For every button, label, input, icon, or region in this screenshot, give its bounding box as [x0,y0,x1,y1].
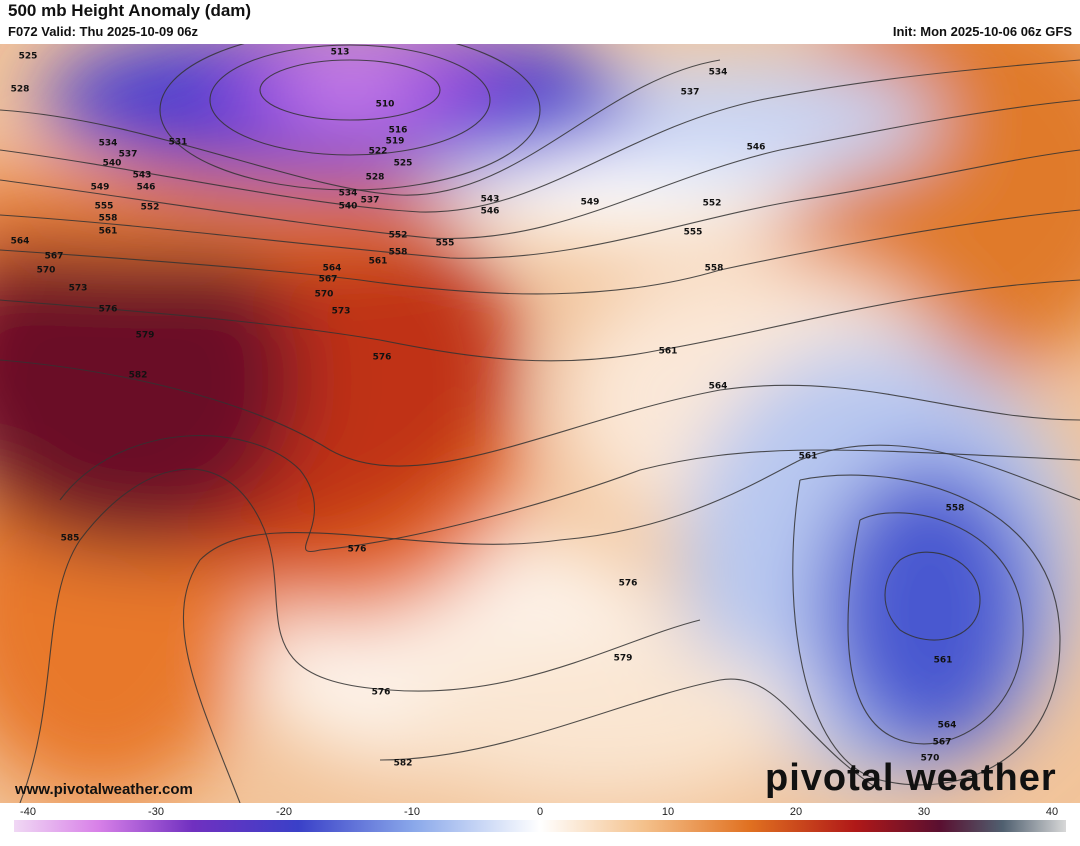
contour-label: 555 [684,228,703,238]
contour-label: 576 [619,579,638,589]
contour-label: 561 [934,656,953,666]
contour-label: 531 [169,138,188,148]
contour-label: 561 [659,347,678,357]
contour-label: 546 [137,183,156,193]
contour-label: 528 [366,173,385,183]
contour-label: 570 [37,266,56,276]
contour-label: 582 [129,371,148,381]
contour-label: 555 [95,202,114,212]
init-time: Init: Mon 2025-10-06 06z GFS [893,24,1072,39]
colorbar-ticks: -40 -30 -20 -10 0 10 20 30 40 [20,806,1058,818]
watermark-url: www.pivotalweather.com [14,781,193,798]
contour-label: 576 [99,305,118,315]
contour-label: 537 [119,150,138,160]
contour-label: 519 [386,137,405,147]
contour-label: 570 [921,754,940,764]
contour-label: 516 [389,126,408,136]
title: 500 mb Height Anomaly (dam) [8,1,251,20]
contour-label: 528 [11,85,30,95]
colorbar-tick-label: -20 [276,806,292,818]
contour-label: 540 [103,159,122,169]
colorbar-tick-label: -10 [404,806,420,818]
contour-label: 534 [99,139,118,149]
contour-label: 525 [19,52,38,62]
contour-label: 513 [331,48,350,58]
logo: pivotal weather [765,757,1057,799]
contour-label: 525 [394,159,413,169]
contour-label: 561 [799,452,818,462]
contour-label: 510 [376,100,395,110]
contour-label: 567 [933,738,952,748]
contour-label: 576 [348,545,367,555]
contour-label: 537 [681,88,700,98]
contour-label: 564 [709,382,728,392]
contour-label: 558 [99,214,118,224]
contour-label: 543 [481,195,500,205]
contour-label: 579 [136,331,155,341]
contour-label: 558 [946,504,965,514]
colorbar-tick-label: -30 [148,806,164,818]
contour-label: 549 [91,183,110,193]
colorbar-tick-label: 0 [537,806,543,818]
colorbar-tick-label: 40 [1046,806,1058,818]
contour-label: 555 [436,239,455,249]
contour-label: 573 [332,307,351,317]
colorbar-tick-label: -40 [20,806,36,818]
contour-label: 561 [369,257,388,267]
contour-label: 546 [481,207,500,217]
contour-label: 564 [323,264,342,274]
contour-label: 585 [61,534,80,544]
contour-label: 579 [614,654,633,664]
contour-label: 546 [747,143,766,153]
contour-label: 540 [339,202,358,212]
colorbar-tick-label: 20 [790,806,802,818]
colorbar [14,820,1066,832]
contour-label: 576 [372,688,391,698]
valid-time: F072 Valid: Thu 2025-10-09 06z [8,24,199,39]
contour-label: 543 [133,171,152,181]
contour-label: 534 [709,68,728,78]
contour-label: 573 [69,284,88,294]
contour-label: 564 [11,237,30,247]
contour-label: 582 [394,759,413,769]
contour-label: 564 [938,721,957,731]
contour-label: 537 [361,196,380,206]
contour-label: 570 [315,290,334,300]
colorbar-tick-label: 30 [918,806,930,818]
contour-label: 558 [389,248,408,258]
contour-label: 558 [705,264,724,274]
contour-label: 552 [389,231,408,241]
colorbar-tick-label: 10 [662,806,674,818]
contour-label: 576 [373,353,392,363]
contour-label: 552 [141,203,160,213]
contour-label: 561 [99,227,118,237]
contour-label: 522 [369,147,388,157]
contour-label: 552 [703,199,722,209]
contour-label: 534 [339,189,358,199]
contour-label: 549 [581,198,600,208]
contour-label: 567 [45,252,64,262]
contours [0,44,1080,803]
contour-label: 567 [319,275,338,285]
